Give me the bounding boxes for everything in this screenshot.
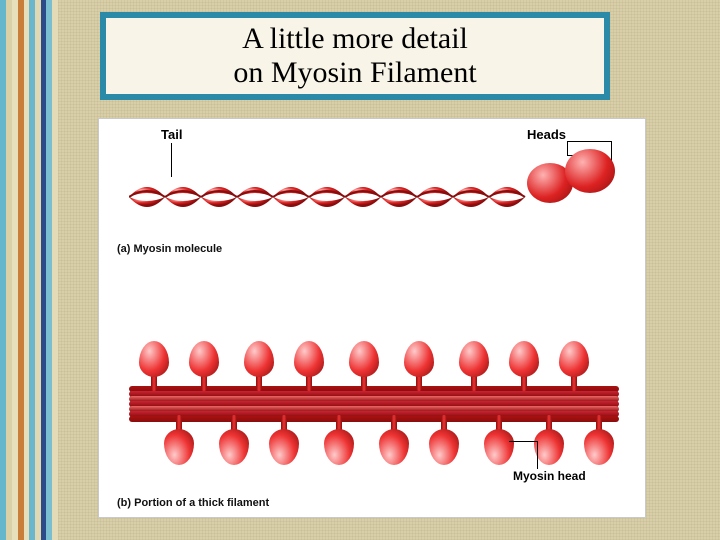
myosin-head-top <box>559 341 589 377</box>
caption-a: (a) Myosin molecule <box>117 243 222 255</box>
myosin-head-bottom <box>534 429 564 465</box>
myosin-head-top <box>294 341 324 377</box>
myosin-head-top <box>244 341 274 377</box>
label-tail: Tail <box>161 127 182 142</box>
myosin-diagram: Tail Heads (a) Myosin molecule Myosin he… <box>98 118 646 518</box>
left-stripe-pattern <box>0 0 58 540</box>
slide-title-text: A little more detail on Myosin Filament <box>233 22 476 91</box>
myosin-head-bottom <box>269 429 299 465</box>
leader-mh-h <box>509 441 537 442</box>
label-myosin-head: Myosin head <box>513 469 586 483</box>
myosin-head-top <box>139 341 169 377</box>
myosin-tail-svg <box>129 175 529 219</box>
myosin-head-bottom <box>324 429 354 465</box>
slide-title: A little more detail on Myosin Filament <box>100 12 610 100</box>
myosin-head-top <box>404 341 434 377</box>
leader-heads-v <box>567 141 568 155</box>
myosin-head-bottom <box>429 429 459 465</box>
leader-heads-h2 <box>567 141 611 142</box>
myosin-head-2 <box>565 149 615 193</box>
myosin-head-bottom <box>584 429 614 465</box>
myosin-tail <box>129 175 529 219</box>
caption-b: (b) Portion of a thick filament <box>117 497 269 509</box>
myosin-head-bottom <box>164 429 194 465</box>
leader-mh-v <box>537 441 538 469</box>
leader-tail <box>171 143 172 177</box>
thick-filament <box>129 359 619 449</box>
myosin-head-top <box>509 341 539 377</box>
myosin-head-bottom <box>379 429 409 465</box>
label-heads: Heads <box>527 127 566 142</box>
myosin-head-top <box>349 341 379 377</box>
myosin-head-top <box>459 341 489 377</box>
myosin-head-bottom <box>484 429 514 465</box>
myosin-head-top <box>189 341 219 377</box>
myosin-head-bottom <box>219 429 249 465</box>
